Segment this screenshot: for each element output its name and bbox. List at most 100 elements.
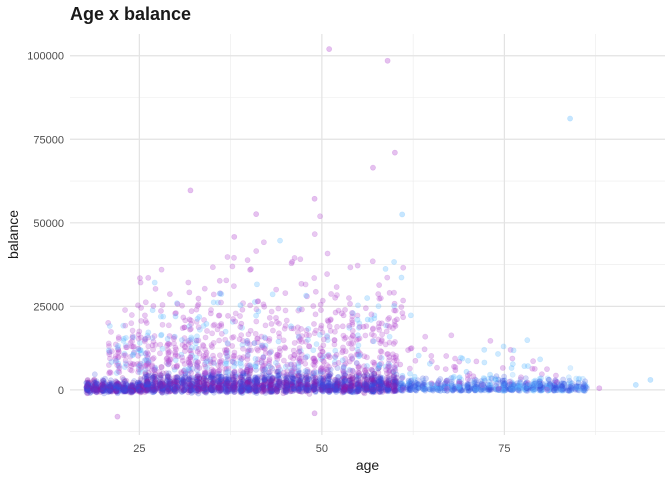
data-point [276,330,282,337]
data-point [291,380,298,386]
data-point [136,380,143,387]
data-point [378,360,385,367]
data-point [311,363,318,369]
data-point [444,377,450,384]
data-point [456,374,463,381]
data-point [303,386,310,393]
data-point [174,301,181,307]
data-point [274,383,281,390]
data-point [137,369,143,376]
data-point [390,374,397,380]
data-point [248,347,254,354]
data-point [320,377,327,384]
data-point [370,386,377,392]
data-point [457,354,464,361]
y-axis-title: balance [5,210,21,259]
y-tick-label: 50000 [33,218,64,230]
data-point [383,328,390,335]
data-point [159,321,166,328]
data-point [280,369,287,376]
data-point [225,381,232,387]
data-point [443,385,450,392]
data-point [100,385,106,391]
data-point [186,380,193,387]
data-point [116,365,123,372]
data-point [229,334,236,341]
data-point [245,386,252,393]
data-point [281,325,288,332]
major-gridlines [70,34,665,435]
data-point [333,284,340,290]
data-point [268,380,275,387]
data-point [382,384,389,391]
data-point [309,387,316,394]
data-point [122,307,128,313]
data-point [320,336,327,343]
data-point [281,344,288,351]
data-point [347,264,354,271]
data-point [544,366,550,373]
data-point [306,376,313,383]
data-point [222,380,228,387]
data-point [397,361,404,368]
data-point [296,384,303,391]
data-point [362,305,369,312]
data-point [391,149,398,156]
data-point [232,383,238,390]
data-point [288,373,294,380]
data-point [370,389,376,396]
data-point [229,263,236,270]
data-point [474,381,480,388]
data-point [163,388,170,395]
data-point [386,367,393,374]
data-point [356,352,363,359]
data-point [253,211,260,218]
data-point [113,388,120,395]
data-point [347,382,354,389]
data-point [145,384,152,391]
x-tick-label: 50 [316,443,328,455]
data-point [165,322,172,329]
data-point [332,382,338,389]
data-point [144,378,151,385]
data-point [211,377,218,383]
data-point [262,322,269,329]
data-point [122,386,129,393]
data-point [334,323,340,330]
data-point [188,308,195,315]
data-point [99,384,106,391]
data-point [101,385,107,392]
data-point [282,307,289,314]
data-point [400,297,407,304]
data-point [303,292,310,299]
data-point [312,311,319,318]
data-point [230,376,237,383]
data-point [393,386,400,393]
data-point [149,356,156,363]
data-point [364,372,370,379]
data-point [376,378,382,385]
data-point [86,385,93,391]
data-point [223,382,230,389]
data-point [362,382,369,388]
data-point [152,380,159,387]
data-point [297,336,304,343]
data-point [274,351,281,358]
data-point [268,388,275,395]
data-point [222,369,229,376]
data-point [266,358,273,364]
data-point [326,383,333,390]
data-point [237,367,244,374]
data-point [273,286,280,293]
data-point [245,376,252,383]
data-point [267,381,274,388]
data-point [170,335,177,342]
data-point [121,378,128,385]
y-tick-label: 100000 [27,51,64,63]
data-point [129,327,136,334]
data-point [196,376,203,382]
data-point [194,373,201,380]
data-point [130,384,137,391]
data-point [115,383,122,390]
data-point [369,258,376,265]
